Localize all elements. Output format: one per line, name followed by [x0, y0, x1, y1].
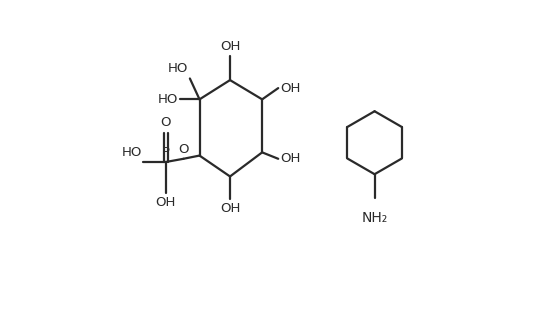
Text: O: O — [178, 143, 189, 156]
Text: HO: HO — [167, 62, 188, 75]
Text: OH: OH — [280, 82, 300, 95]
Text: OH: OH — [156, 196, 176, 209]
Text: O: O — [161, 116, 171, 129]
Text: HO: HO — [158, 93, 178, 106]
Text: OH: OH — [220, 40, 240, 53]
Text: OH: OH — [220, 202, 240, 215]
Text: P: P — [162, 146, 170, 159]
Text: OH: OH — [280, 152, 300, 165]
Text: HO: HO — [122, 146, 142, 159]
Text: NH₂: NH₂ — [361, 211, 388, 225]
